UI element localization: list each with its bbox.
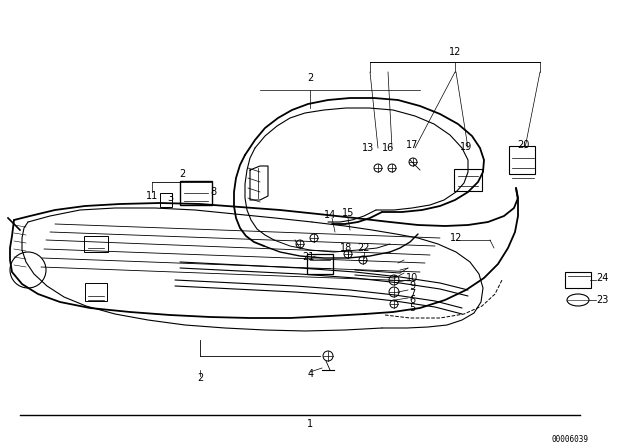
Text: 16: 16 (382, 143, 394, 153)
Text: 17: 17 (406, 140, 418, 150)
Bar (565, 272, 591, 288)
Text: 9: 9 (409, 281, 415, 291)
Text: 2: 2 (179, 169, 185, 179)
Text: 3: 3 (167, 193, 173, 203)
Text: 2: 2 (197, 373, 203, 383)
Text: 13: 13 (362, 143, 374, 153)
Text: 00006039: 00006039 (551, 435, 588, 444)
Bar (84, 236, 108, 252)
Text: 10: 10 (406, 273, 418, 283)
Bar (85, 283, 107, 301)
Bar (180, 181, 212, 205)
Text: 23: 23 (596, 295, 609, 305)
Bar (509, 146, 535, 174)
Text: 8: 8 (210, 187, 216, 197)
Text: 19: 19 (460, 142, 472, 152)
Text: 18: 18 (340, 243, 352, 253)
Text: 14: 14 (324, 210, 336, 220)
Text: 11: 11 (146, 191, 158, 201)
Text: 1: 1 (307, 419, 313, 429)
Bar (160, 193, 172, 207)
Text: 15: 15 (342, 208, 354, 218)
Text: 21: 21 (302, 252, 314, 262)
Bar (307, 254, 333, 274)
Text: 24: 24 (596, 273, 609, 283)
Text: 20: 20 (517, 140, 529, 150)
Text: 12: 12 (450, 233, 462, 243)
Text: 2: 2 (307, 73, 313, 83)
Text: 12: 12 (449, 47, 461, 57)
Text: 5: 5 (409, 303, 415, 313)
Bar (454, 169, 482, 191)
Text: 22: 22 (358, 243, 371, 253)
Text: 4: 4 (308, 369, 314, 379)
Text: 7: 7 (409, 289, 415, 299)
Text: 6: 6 (409, 295, 415, 305)
